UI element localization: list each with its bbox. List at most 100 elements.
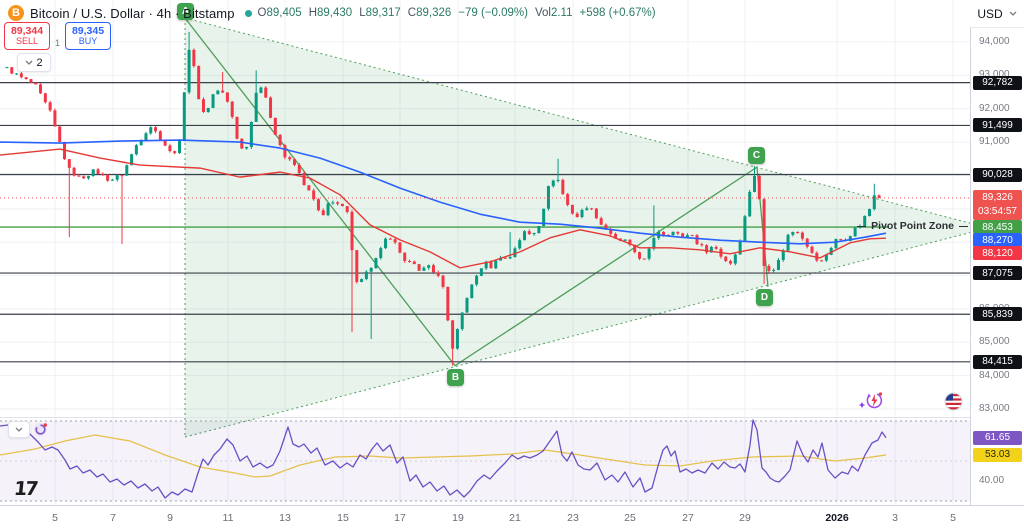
candle-body	[312, 190, 316, 200]
candle-body	[422, 267, 426, 271]
volume-label: Vol	[534, 7, 551, 19]
boost-lightning-icon[interactable]	[857, 390, 887, 412]
candle-body	[479, 268, 483, 276]
candle-body	[475, 275, 479, 285]
candle-body	[96, 169, 100, 174]
candle-body	[48, 102, 52, 111]
candle-body	[729, 261, 733, 264]
pattern-point-label-a[interactable]: A	[177, 3, 194, 20]
candle-body	[700, 244, 704, 246]
candle-body	[182, 92, 186, 141]
price-axis[interactable]: 40.0083,00084,00085,00086,00087,00088,00…	[970, 0, 1024, 505]
bitcoin-icon: B	[8, 5, 24, 21]
ma-red-line[interactable]	[0, 148, 887, 269]
us-flag-icon[interactable]	[944, 392, 963, 411]
candle-body	[221, 90, 225, 93]
time-axis[interactable]: 5 7 9 11 13 15 17 19 21 23 25 27 29 2026 3 5	[0, 505, 1024, 530]
candle-body	[393, 239, 397, 243]
candle-body	[642, 258, 646, 260]
candle-body	[446, 286, 450, 321]
candle-body	[10, 67, 14, 74]
candle-body	[575, 213, 579, 218]
candle-body	[714, 246, 718, 249]
candle-body	[436, 272, 440, 276]
candle-body	[72, 167, 76, 176]
buy-button[interactable]: 89,345 BUY	[65, 22, 112, 50]
candle-body	[307, 185, 311, 191]
chart-plot-area[interactable]	[0, 0, 988, 505]
candle-body	[360, 279, 364, 282]
symbol-title[interactable]: Bitcoin / U.S. Dollar · 4h · Bitstamp	[30, 5, 235, 21]
market-status-icon[interactable]	[244, 9, 252, 17]
candle-body	[695, 235, 699, 245]
rsi-collapse-button[interactable]	[8, 421, 30, 438]
candle-body	[556, 179, 560, 181]
pivot-dash-right	[959, 225, 968, 227]
high-label: H	[308, 7, 317, 19]
price-badge: 90,028	[973, 167, 1022, 182]
chevron-down-icon	[1009, 11, 1017, 16]
currency-label: USD	[977, 6, 1003, 21]
rsi-refresh-icon[interactable]	[33, 422, 48, 437]
time-axis-label: 29	[739, 512, 751, 524]
ma-blue-line[interactable]	[0, 139, 887, 245]
legend-collapse-button[interactable]: 2	[17, 53, 51, 72]
spread-value: 1	[55, 38, 61, 48]
rsi-line[interactable]	[0, 419, 887, 499]
buy-label: BUY	[78, 35, 98, 46]
price-axis-label: 94,000	[979, 36, 1010, 47]
currency-selector[interactable]: USD	[970, 0, 1024, 28]
collapsed-indicator-count: 2	[36, 56, 43, 69]
price-badge: 88,120	[973, 246, 1022, 260]
candle-body	[685, 235, 689, 237]
candle-body	[417, 264, 421, 271]
price-axis-label: 92,000	[979, 102, 1010, 114]
close-label: C	[407, 7, 417, 19]
pattern-point-label-d[interactable]: D	[756, 289, 773, 306]
candle-body	[863, 215, 867, 227]
triangle-trendline[interactable]	[184, 228, 988, 438]
triangle-trendline[interactable]	[184, 17, 988, 228]
pivot-zone-label[interactable]: Pivot Point Zone	[857, 220, 968, 232]
ohlc-readout: O89,405 H89,430 L89,317 C89,326 −79 (−0.…	[258, 7, 656, 19]
candle-body	[489, 261, 493, 269]
tradingview-logo[interactable]: 17	[12, 478, 38, 500]
price-badge: 88,270	[973, 233, 1022, 247]
candle-body	[82, 176, 86, 179]
candle-body	[868, 209, 872, 216]
candle-body	[503, 257, 507, 259]
candle-body	[810, 246, 814, 253]
candle-body	[633, 244, 637, 253]
candle-body	[19, 73, 23, 78]
candle-body	[499, 257, 503, 261]
time-axis-label: 21	[509, 512, 521, 524]
candle-body	[681, 233, 685, 237]
candle-body	[796, 231, 800, 233]
volume-value: 2.11	[550, 7, 573, 19]
candle-body	[173, 151, 177, 154]
time-axis-label: 5	[52, 512, 58, 524]
pattern-point-label-b[interactable]: B	[447, 369, 464, 386]
candle-body	[532, 233, 536, 235]
candle-body	[235, 116, 239, 139]
candle-body	[753, 175, 757, 192]
candle-body	[39, 84, 43, 94]
candle-body	[848, 236, 852, 241]
candle-body	[5, 67, 9, 69]
candle-body	[791, 231, 795, 235]
candle-body	[355, 250, 359, 282]
time-axis-label: 11	[222, 512, 234, 524]
sell-button[interactable]: 89,344 SELL	[4, 22, 50, 50]
pattern-point-label-c[interactable]: C	[748, 147, 765, 164]
candle-body	[86, 176, 90, 179]
candle-body	[853, 227, 857, 237]
candle-body	[671, 231, 675, 235]
candle-body	[24, 77, 28, 80]
candle-body	[197, 66, 201, 100]
candle-body	[278, 134, 282, 146]
candle-body	[158, 131, 162, 140]
rsi-ma-line[interactable]	[0, 434, 887, 478]
candle-body	[508, 257, 512, 259]
candle-body	[776, 260, 780, 270]
